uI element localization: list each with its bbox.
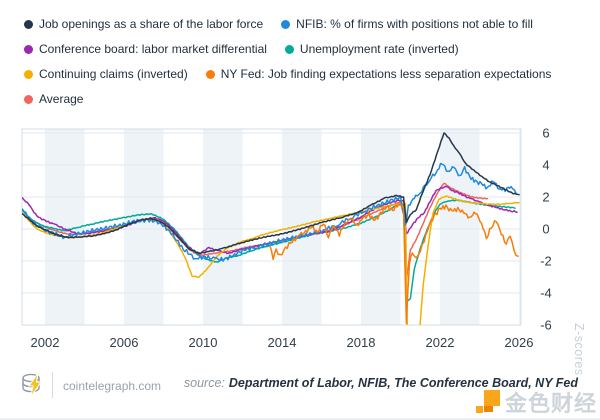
- legend-label: NFIB: % of firms with positions not able…: [296, 17, 533, 31]
- series-line-0: [22, 132, 520, 255]
- legend-item-6: Average: [24, 91, 83, 107]
- plot-stripe: [361, 129, 401, 325]
- y-tick-label: -6: [540, 318, 552, 333]
- chart-legend: Job openings as a share of the labor for…: [24, 16, 596, 107]
- plot-border: [21, 128, 522, 326]
- legend-label: NY Fed: Job finding expectations less se…: [220, 67, 552, 81]
- legend-label: Conference board: labor market different…: [39, 42, 267, 56]
- y-tick-label: -2: [540, 254, 552, 269]
- plot-stripe: [282, 129, 322, 325]
- source-line: source: Department of Labor, NFIB, The Co…: [184, 376, 578, 390]
- legend-dot-icon: [205, 69, 215, 79]
- series-line-1: [22, 162, 517, 262]
- series-line-4: [22, 195, 520, 325]
- legend-item-3: Unemployment rate (inverted): [284, 41, 459, 57]
- y-axis-title: Z-scores: [572, 322, 586, 376]
- jinse-logo-icon: [475, 389, 500, 413]
- footer: cointelegraph.com source: Department of L…: [0, 362, 600, 418]
- x-tick-label: 2002: [31, 335, 60, 350]
- cointelegraph-logo-icon: [22, 372, 42, 398]
- legend-label: Average: [39, 92, 84, 106]
- x-tick-label: 2014: [268, 335, 297, 350]
- series-group: [22, 132, 520, 325]
- legend-item-0: Job openings as a share of the labor for…: [24, 16, 263, 32]
- legend-dot-icon: [24, 19, 33, 29]
- legend-item-5: NY Fed: Job finding expectations less se…: [205, 66, 552, 82]
- source-label: source:: [183, 376, 225, 390]
- watermark-text: 金色财经: [504, 391, 597, 416]
- watermark: 金色财经: [475, 386, 597, 418]
- series-line-3: [22, 199, 516, 302]
- legend-item-2: Conference board: labor market different…: [24, 41, 267, 57]
- x-tick-label: 2018: [347, 335, 376, 350]
- x-tick-label: 2006: [110, 335, 139, 350]
- legend-label: Continuing claims (inverted): [39, 67, 188, 81]
- y-tick-label: 2: [542, 190, 549, 205]
- legend-dot-icon: [24, 44, 33, 54]
- legend-item-1: NFIB: % of firms with positions not able…: [281, 16, 533, 32]
- footer-divider: [52, 372, 53, 398]
- x-tick-label: 2010: [189, 335, 218, 350]
- legend-dot-icon: [24, 94, 33, 104]
- y-tick-label: 0: [542, 222, 549, 237]
- x-tick-label: 2026: [505, 335, 534, 350]
- y-tick-label: 6: [542, 126, 549, 141]
- site-link[interactable]: cointelegraph.com: [63, 379, 162, 393]
- x-tick-label: 2022: [426, 335, 455, 350]
- plot-stripe: [440, 129, 480, 325]
- source-text: Department of Labor, NFIB, The Conferenc…: [228, 376, 578, 390]
- legend-dot-icon: [24, 69, 33, 79]
- labor-market-chart: 2002 2006 2010 2014 2018 2022 2026 6 4 2 0 -2 -4 -6 Z…: [0, 120, 600, 375]
- plot-stripe: [203, 129, 243, 325]
- legend-item-4: Continuing claims (inverted): [24, 66, 188, 82]
- series-line-5: [269, 202, 519, 325]
- legend-dot-icon: [284, 44, 294, 54]
- plot-stripe: [519, 129, 521, 325]
- y-tick-label: 4: [542, 158, 549, 173]
- legend-label: Job openings as a share of the labor for…: [39, 17, 264, 31]
- y-tick-label: -4: [540, 286, 552, 301]
- plot-stripe: [124, 129, 164, 325]
- legend-dot-icon: [281, 19, 291, 29]
- legend-label: Unemployment rate (inverted): [299, 42, 459, 56]
- plot-area: 2002 2006 2010 2014 2018 2022 2026 6 4 2 0 -2 -4 -6: [21, 126, 552, 350]
